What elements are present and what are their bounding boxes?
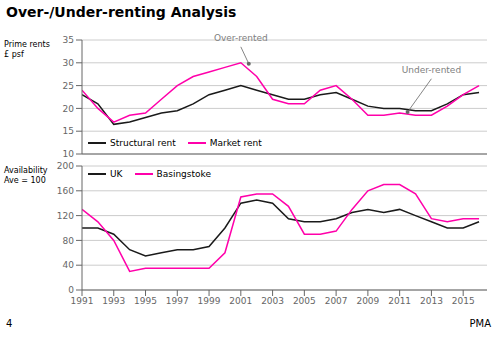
html-text:4: 4 — [6, 318, 13, 329]
svg-text:1999: 1999 — [198, 296, 221, 306]
svg-text:2005: 2005 — [293, 296, 316, 306]
svg-text:1991: 1991 — [71, 296, 94, 306]
svg-text:0: 0 — [68, 285, 74, 295]
html-text:UK: UK — [110, 169, 123, 179]
html-text:Structural rent: Structural rent — [110, 138, 176, 148]
svg-text:200: 200 — [57, 161, 74, 171]
svg-text:30: 30 — [63, 58, 75, 68]
svg-text:1993: 1993 — [102, 296, 125, 306]
svg-text:2015: 2015 — [452, 296, 475, 306]
svg-text:1997: 1997 — [166, 296, 189, 306]
svg-text:Under-rented: Under-rented — [402, 65, 461, 75]
html-text:Ave = 100: Ave = 100 — [4, 176, 46, 185]
html-text:PMA: PMA — [469, 318, 491, 329]
html-text:Over-/Under-renting Analysis: Over-/Under-renting Analysis — [6, 4, 237, 20]
svg-text:2003: 2003 — [261, 296, 284, 306]
svg-text:2011: 2011 — [388, 296, 411, 306]
html-text:Prime rents: Prime rents — [4, 40, 50, 49]
svg-text:Over-rented: Over-rented — [214, 33, 268, 43]
html-text:Market rent: Market rent — [209, 138, 262, 148]
svg-text:25: 25 — [63, 81, 74, 91]
svg-text:15: 15 — [63, 126, 74, 136]
svg-text:2009: 2009 — [356, 296, 379, 306]
svg-text:20: 20 — [63, 104, 75, 114]
html-text:Basingstoke: Basingstoke — [156, 169, 211, 179]
svg-text:40: 40 — [63, 260, 75, 270]
svg-text:120: 120 — [57, 211, 74, 221]
html-text:£ psf: £ psf — [4, 50, 24, 59]
svg-text:80: 80 — [63, 236, 75, 246]
svg-text:35: 35 — [63, 35, 74, 45]
svg-text:2013: 2013 — [420, 296, 443, 306]
svg-text:10: 10 — [63, 149, 75, 158]
svg-text:2001: 2001 — [229, 296, 252, 306]
html-text:Availability: Availability — [4, 166, 48, 175]
svg-text:1995: 1995 — [134, 296, 157, 306]
svg-text:160: 160 — [57, 186, 74, 196]
svg-text:2007: 2007 — [325, 296, 348, 306]
